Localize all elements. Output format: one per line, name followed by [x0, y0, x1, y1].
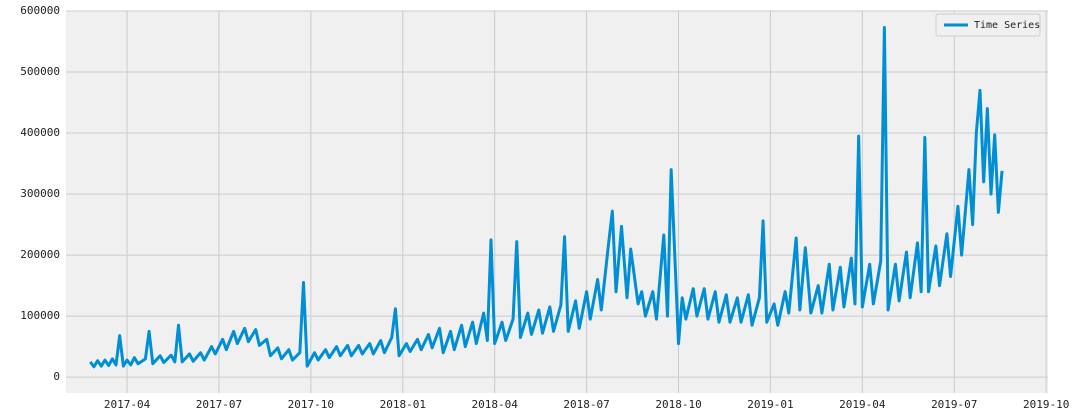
data-line	[89, 25, 1004, 369]
legend-box	[935, 13, 1041, 37]
x-tick-label: 2017-10	[288, 398, 334, 410]
y-tick-label: 300000	[20, 187, 60, 200]
lines	[89, 25, 1004, 369]
y-tick-label: 600000	[20, 4, 60, 17]
labels: 0 100000 200000 300000 400000 500000 600000 201…	[20, 4, 1069, 411]
x-tick-label: 2019-10	[1023, 398, 1069, 410]
x-tick-label: 2018-01	[380, 398, 426, 410]
x-tick-label: 2019-04	[839, 398, 886, 410]
y-tick-label: 500000	[20, 65, 60, 78]
x-tick-label: 2018-07	[563, 398, 609, 410]
x-tick-label: 2018-10	[655, 398, 701, 410]
y-tick-label: 0	[53, 370, 60, 383]
x-tick-label: 2018-04	[472, 398, 519, 410]
legend-label: Time Series	[974, 20, 1040, 31]
x-tick-label: 2019-07	[931, 398, 977, 410]
y-tick-label: 100000	[20, 309, 60, 322]
x-tick-label: 2017-07	[196, 398, 242, 410]
y-tick-label: 400000	[20, 126, 60, 139]
plot-area	[66, 11, 1048, 393]
x-tick-label: 2019-01	[747, 398, 793, 410]
y-tick-label: 200000	[20, 248, 60, 261]
x-tick-label: 2017-04	[104, 398, 151, 410]
